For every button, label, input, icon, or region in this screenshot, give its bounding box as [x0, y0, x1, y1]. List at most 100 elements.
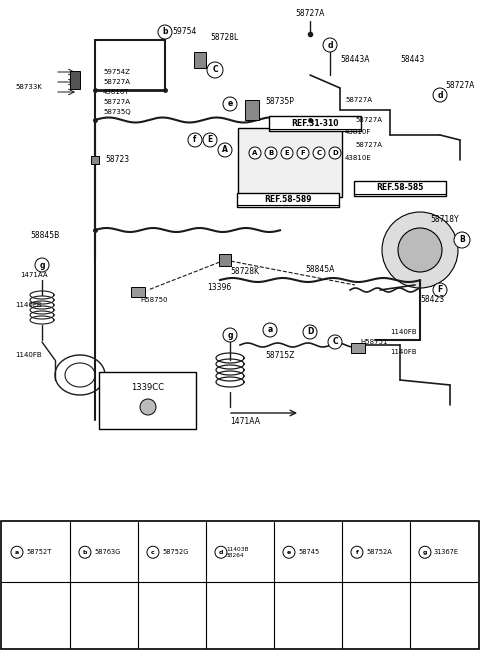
Text: 43810F: 43810F — [345, 129, 372, 135]
Text: f: f — [193, 135, 197, 144]
Circle shape — [265, 147, 277, 159]
Text: 58443: 58443 — [400, 55, 424, 64]
Text: 43810T: 43810T — [103, 89, 130, 95]
Text: c: c — [151, 550, 155, 554]
Text: A: A — [222, 146, 228, 155]
Text: 58735Q: 58735Q — [103, 109, 131, 115]
Circle shape — [281, 147, 293, 159]
Text: D: D — [307, 328, 313, 337]
Circle shape — [223, 328, 237, 342]
Text: 58715Z: 58715Z — [265, 350, 294, 359]
Text: REF.58-589: REF.58-589 — [264, 194, 312, 203]
Bar — [26, 607, 34, 616]
Text: H58750: H58750 — [140, 297, 168, 303]
Text: REF.31-310: REF.31-310 — [291, 118, 339, 127]
Circle shape — [323, 38, 337, 52]
Bar — [300, 610, 316, 613]
Bar — [444, 610, 452, 620]
Circle shape — [249, 147, 261, 159]
Circle shape — [283, 546, 295, 558]
Text: H58751: H58751 — [360, 339, 387, 345]
Text: b: b — [162, 27, 168, 36]
Text: F: F — [300, 150, 305, 156]
Bar — [368, 608, 384, 622]
Text: C: C — [332, 337, 338, 346]
Text: 58727A: 58727A — [355, 117, 382, 123]
Text: 58752G: 58752G — [162, 549, 188, 555]
Bar — [194, 52, 206, 68]
Bar — [95, 609, 113, 621]
Text: 1339CC: 1339CC — [132, 382, 165, 391]
Circle shape — [433, 283, 447, 297]
Text: 1140FB: 1140FB — [390, 349, 417, 355]
Text: C: C — [212, 66, 218, 75]
Text: 58727A: 58727A — [295, 10, 324, 18]
Bar — [351, 343, 365, 353]
Circle shape — [398, 228, 442, 272]
Text: B: B — [268, 150, 274, 156]
Bar — [300, 615, 316, 618]
Bar — [164, 606, 180, 610]
Text: 58733K: 58733K — [15, 84, 42, 90]
Circle shape — [419, 546, 431, 558]
Text: 1140FB: 1140FB — [390, 329, 417, 335]
Text: 13396: 13396 — [207, 283, 231, 291]
Text: 1471AA: 1471AA — [230, 417, 260, 426]
Text: 1471AA: 1471AA — [20, 272, 48, 278]
Bar — [164, 617, 180, 619]
Text: 58443A: 58443A — [340, 55, 370, 64]
Text: E: E — [285, 150, 289, 156]
FancyBboxPatch shape — [354, 181, 446, 196]
Text: 58727A: 58727A — [103, 99, 130, 105]
Text: f: f — [356, 550, 359, 554]
Text: e: e — [287, 550, 291, 554]
Bar — [70, 71, 80, 89]
Circle shape — [303, 325, 317, 339]
Circle shape — [297, 147, 309, 159]
Circle shape — [218, 143, 232, 157]
Text: 59754Z: 59754Z — [103, 69, 130, 75]
Text: D: D — [332, 150, 338, 156]
Text: 38264: 38264 — [226, 552, 245, 558]
Text: 58752A: 58752A — [366, 549, 392, 555]
Text: 43810E: 43810E — [345, 155, 372, 161]
Text: 58752T: 58752T — [26, 549, 51, 555]
Text: 11403B: 11403B — [226, 547, 249, 552]
Bar — [164, 612, 180, 615]
Circle shape — [215, 546, 227, 558]
Text: 58845A: 58845A — [305, 265, 335, 274]
FancyBboxPatch shape — [238, 128, 342, 197]
Circle shape — [203, 133, 217, 147]
Bar — [434, 607, 454, 623]
Bar — [131, 287, 145, 297]
Text: 58728K: 58728K — [230, 268, 259, 276]
Circle shape — [35, 258, 49, 272]
Text: 31367E: 31367E — [434, 549, 459, 555]
Text: B: B — [459, 235, 465, 244]
Circle shape — [223, 97, 237, 111]
Circle shape — [147, 546, 159, 558]
Text: 58727A: 58727A — [355, 142, 382, 148]
Circle shape — [79, 546, 91, 558]
FancyBboxPatch shape — [99, 372, 196, 429]
Circle shape — [433, 88, 447, 102]
Circle shape — [140, 399, 156, 415]
FancyBboxPatch shape — [237, 193, 339, 207]
Text: 58728L: 58728L — [210, 34, 238, 42]
Text: 59754: 59754 — [172, 27, 196, 36]
Text: 58727A: 58727A — [445, 81, 474, 90]
Bar — [234, 606, 246, 624]
Text: d: d — [437, 90, 443, 99]
FancyBboxPatch shape — [1, 521, 479, 649]
Text: 58727A: 58727A — [103, 79, 130, 85]
Circle shape — [328, 335, 342, 349]
Text: 58423: 58423 — [420, 296, 444, 304]
Circle shape — [454, 232, 470, 248]
Bar — [219, 254, 231, 266]
Text: 58735P: 58735P — [265, 98, 294, 107]
Text: REF.58-585: REF.58-585 — [376, 183, 424, 192]
Bar — [26, 607, 46, 623]
Text: C: C — [316, 150, 322, 156]
Text: 58845B: 58845B — [30, 231, 59, 239]
Bar — [300, 619, 316, 623]
